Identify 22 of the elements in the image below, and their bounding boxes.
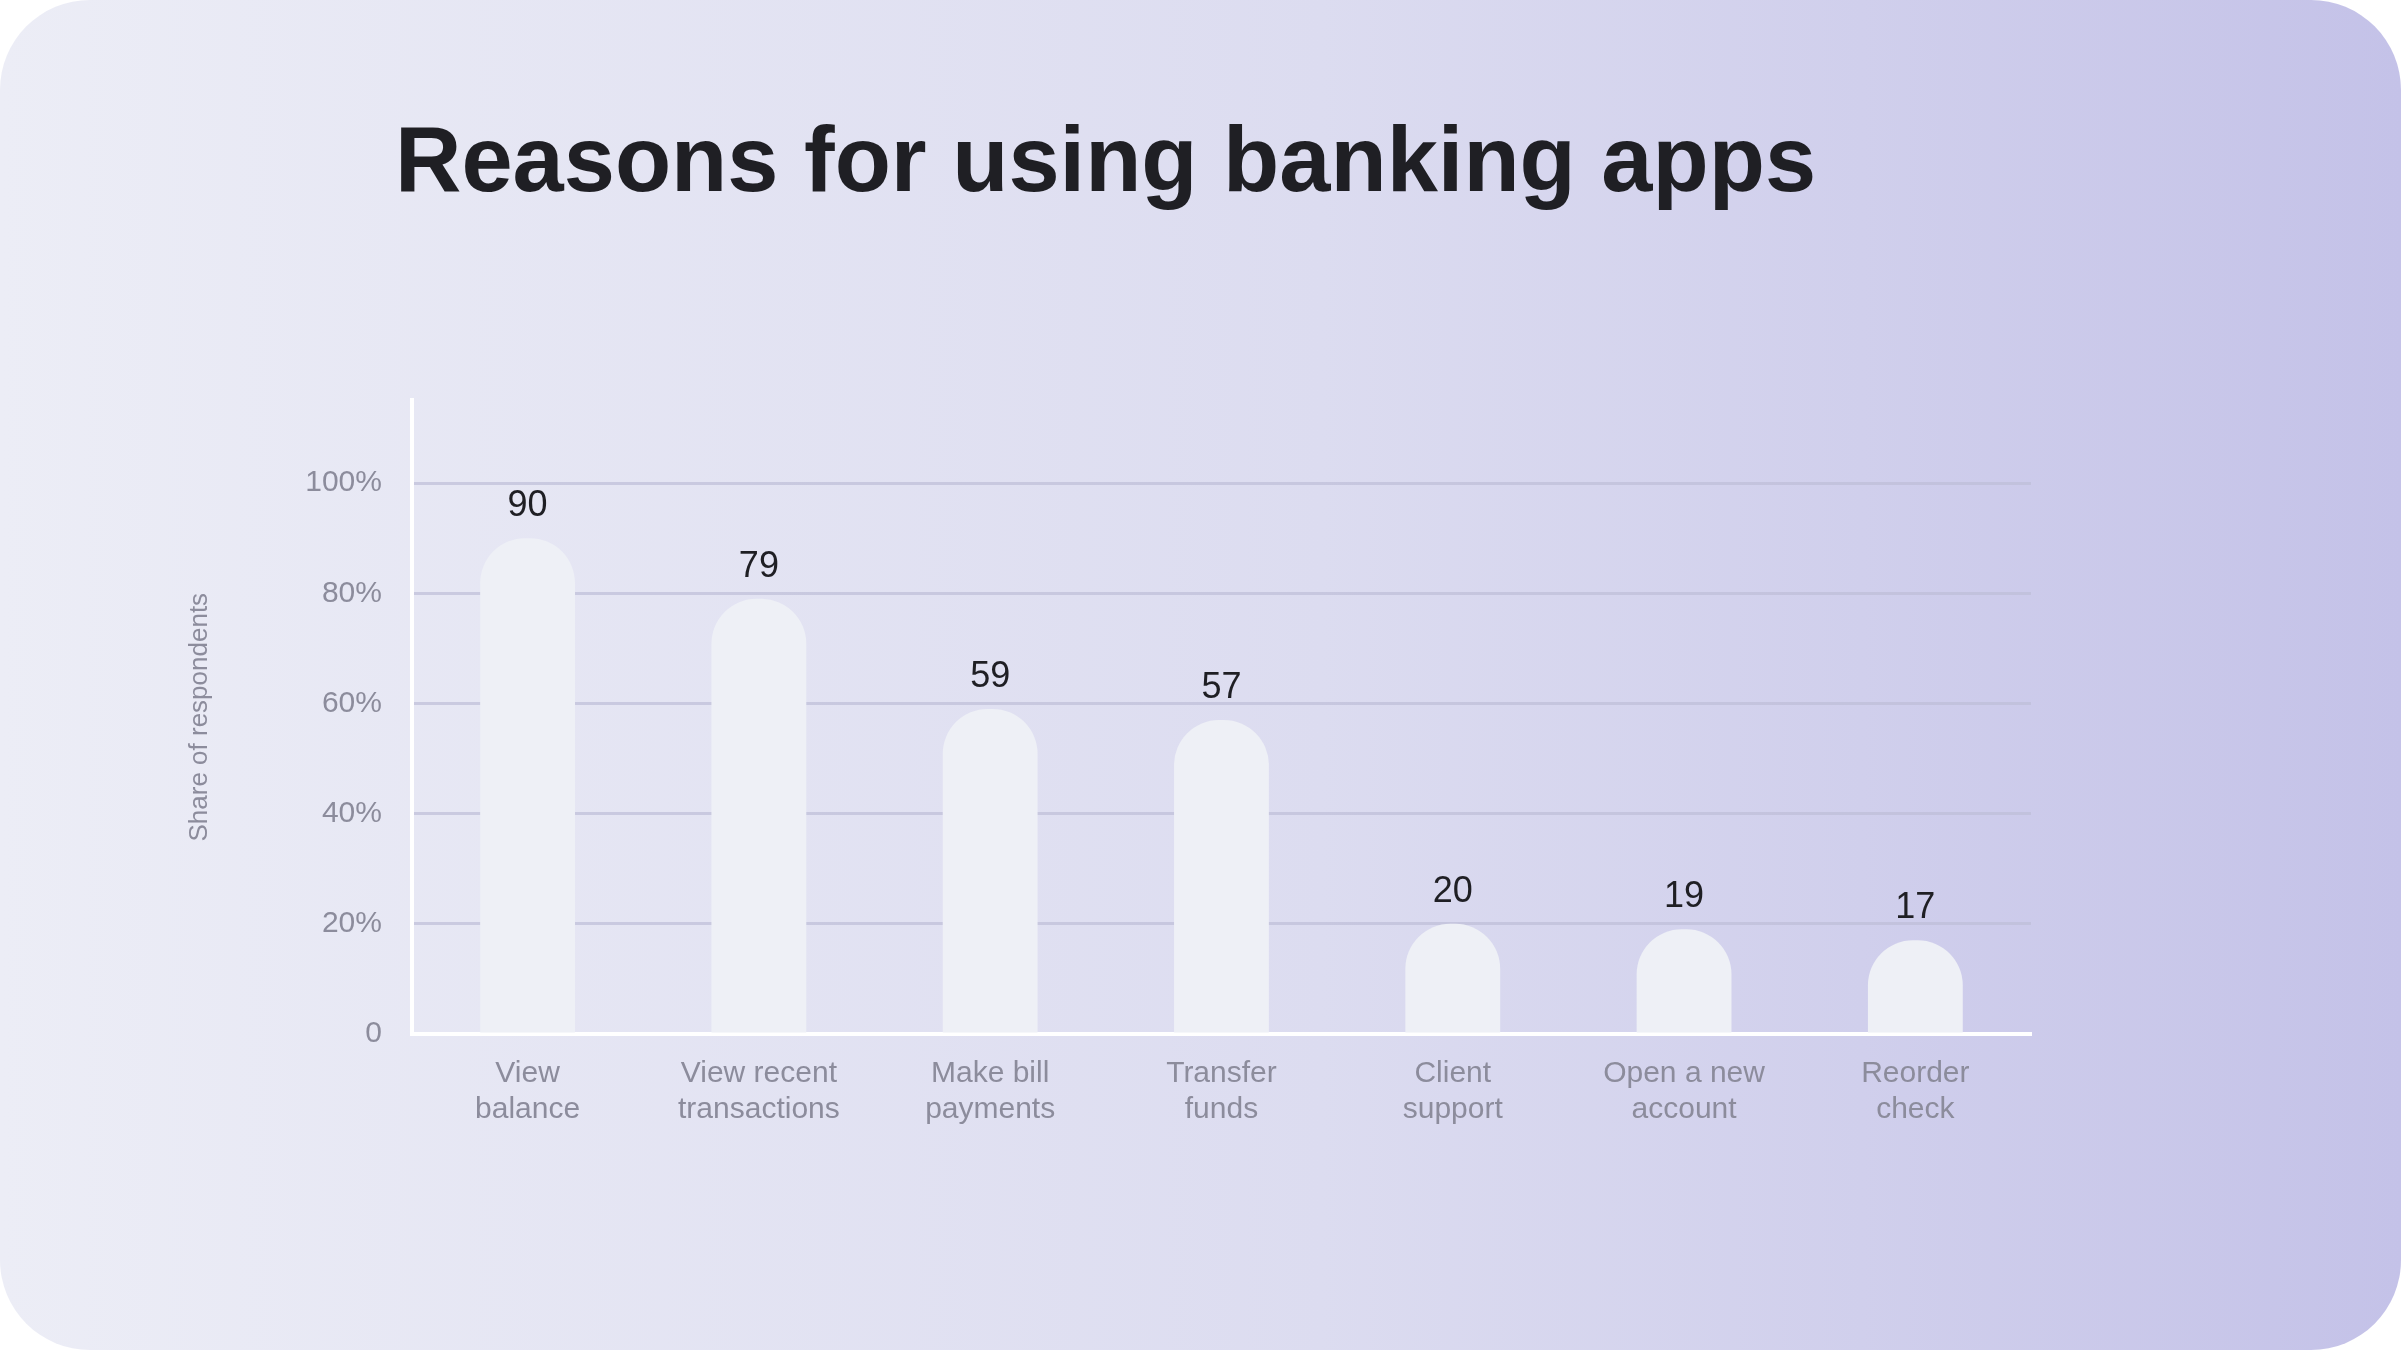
x-tick-label: Transfer funds: [1166, 1055, 1277, 1125]
x-tick-label: Make bill payments: [925, 1055, 1056, 1125]
data-label: 20: [1432, 868, 1473, 910]
y-axis-title: Share of respondents: [182, 592, 213, 842]
y-tick-label: 40%: [321, 794, 382, 828]
data-label: 17: [1895, 885, 1936, 927]
y-tick-label: 60%: [321, 684, 382, 718]
x-tick-label: View recent transactions: [678, 1055, 840, 1125]
x-tick-label: Open a new account: [1603, 1055, 1766, 1125]
y-tick-label: 80%: [321, 574, 382, 608]
chart-title: Reasons for using banking apps: [394, 107, 1817, 210]
data-label: 79: [738, 543, 779, 585]
x-tick-label: View balance: [475, 1055, 581, 1125]
x-tick-label: Client support: [1402, 1055, 1504, 1125]
x-tick-label: Reorder check: [1861, 1055, 1970, 1125]
y-tick-label: 100%: [305, 464, 382, 498]
y-tick-label: 0: [365, 1015, 382, 1049]
data-label: 57: [1201, 664, 1242, 706]
data-label: 59: [970, 653, 1011, 695]
data-label: 90: [507, 483, 548, 525]
y-tick-label: 20%: [321, 905, 382, 939]
data-label: 19: [1664, 874, 1705, 916]
